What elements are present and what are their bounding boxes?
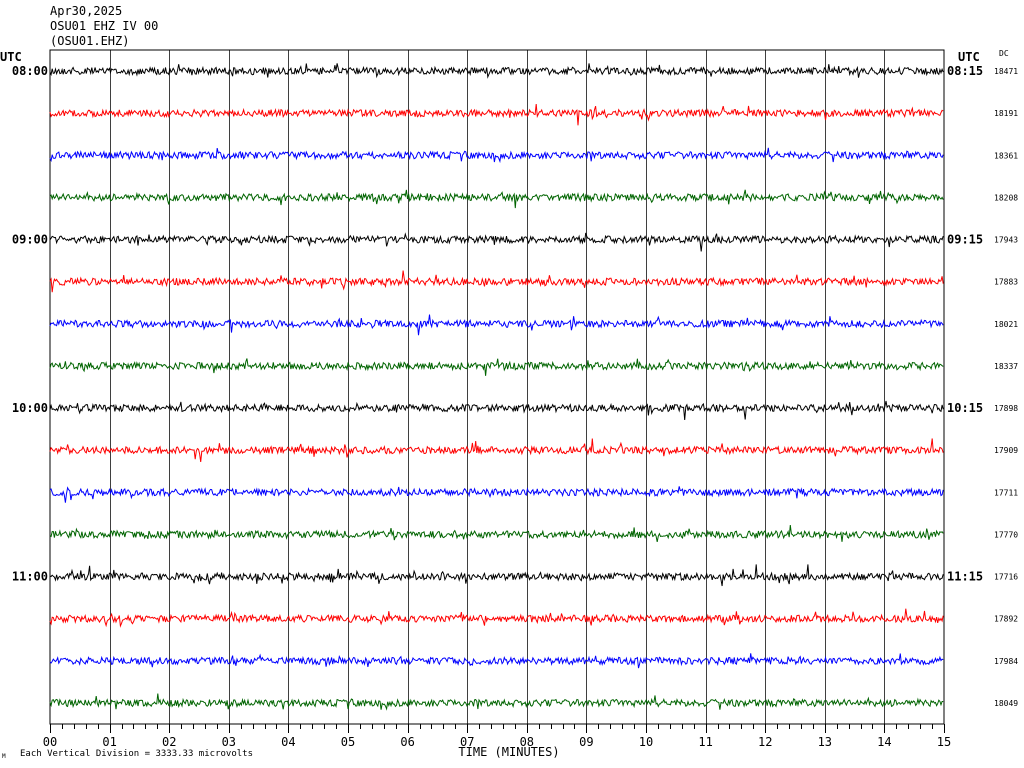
x-tick-label: 15 (937, 735, 951, 749)
x-tick-label: 12 (758, 735, 772, 749)
x-tick-label: 09 (579, 735, 593, 749)
trace-dc-offset-label: 18208 (994, 193, 1018, 202)
seismic-trace (49, 232, 944, 252)
trace-dc-offset-label: 17898 (994, 404, 1018, 413)
trace-end-time-label: 11:15 (947, 570, 983, 584)
x-tick-label: 07 (460, 735, 474, 749)
trace-dc-offset-label: 18361 (994, 151, 1018, 160)
trace-dc-offset-label: 18471 (994, 67, 1018, 76)
plot-frame (49, 49, 945, 725)
trace-dc-offset-label: 17892 (994, 615, 1018, 624)
x-tick-label: 10 (639, 735, 653, 749)
trace-dc-offset-label: 17770 (994, 530, 1018, 539)
station-code-label: (OSU01.EHZ) (50, 34, 130, 48)
utc-right-label: UTC (958, 50, 980, 64)
x-tick-label: 03 (222, 735, 236, 749)
x-tick-label: 02 (162, 735, 176, 749)
trace-end-time-label: 09:15 (947, 233, 983, 247)
trace-start-time-label: 10:00 (12, 401, 48, 415)
seismic-trace (49, 693, 944, 711)
plot-header: Apr30,2025 OSU01 EHZ IV 00 (OSU01.EHZ) (50, 4, 158, 49)
seismic-trace (49, 147, 944, 164)
trace-start-time-label: 11:00 (12, 570, 48, 584)
x-tick-label: 04 (281, 735, 295, 749)
seismic-trace (49, 358, 944, 376)
trace-start-time-label: 09:00 (12, 233, 48, 247)
channel-label: OSU01 EHZ IV 00 (50, 19, 159, 33)
trace-dc-offset-label: 18191 (994, 109, 1018, 118)
footer-mark: M (2, 753, 6, 760)
seismic-trace (49, 314, 944, 336)
trace-dc-offset-label: 17984 (994, 657, 1018, 666)
x-tick-label: 05 (341, 735, 355, 749)
seismic-trace (49, 653, 944, 669)
seismic-trace (49, 564, 944, 587)
seismic-trace (49, 400, 944, 421)
trace-dc-offset-label: 17711 (994, 488, 1018, 497)
x-tick-label: 08 (520, 735, 534, 749)
trace-dc-offset-label: 18337 (994, 362, 1018, 371)
seismic-trace (49, 438, 944, 462)
utc-left-label: UTC (0, 50, 22, 64)
x-tick-label: 14 (877, 735, 891, 749)
seismic-trace (49, 270, 944, 293)
trace-dc-offset-label: 17883 (994, 278, 1018, 287)
trace-dc-offset-label: 18021 (994, 320, 1018, 329)
trace-end-time-label: 10:15 (947, 401, 983, 415)
x-tick-label: 01 (102, 735, 116, 749)
seismic-trace (49, 189, 944, 209)
x-tick-label: 11 (698, 735, 712, 749)
vertical-division-note: Each Vertical Division = 3333.33 microvo… (20, 749, 253, 759)
seismic-trace (49, 525, 944, 542)
seismic-trace (49, 63, 944, 79)
seismic-trace (49, 104, 944, 126)
x-tick-label: 13 (818, 735, 832, 749)
seismic-trace (49, 486, 944, 503)
x-axis-title: TIME (MINUTES) (458, 745, 559, 759)
trace-dc-offset-label: 18049 (994, 699, 1018, 708)
date-label: Apr30,2025 (50, 4, 123, 18)
trace-end-time-label: 08:15 (947, 64, 983, 78)
x-tick-label: 00 (43, 735, 57, 749)
trace-dc-offset-label: 17909 (994, 446, 1018, 455)
x-tick-label: 06 (400, 735, 414, 749)
trace-dc-offset-label: 17943 (994, 236, 1018, 245)
trace-dc-offset-label: 17716 (994, 573, 1018, 582)
dc-column-label: DC (999, 49, 1009, 58)
trace-start-time-label: 08:00 (12, 64, 48, 78)
seismic-trace (49, 608, 944, 628)
